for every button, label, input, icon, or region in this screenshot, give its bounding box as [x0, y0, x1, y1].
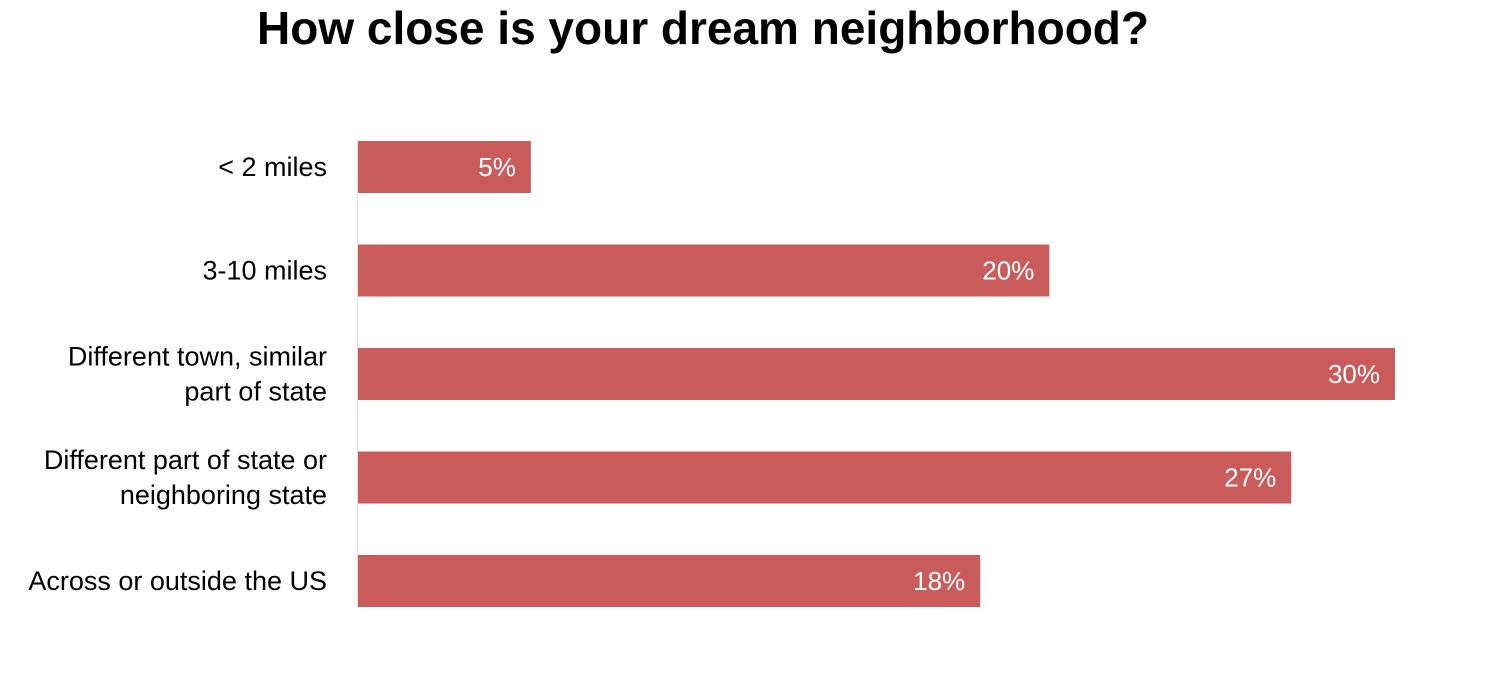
category-label: < 2 miles: [218, 152, 327, 182]
category-label: 3-10 miles: [202, 256, 327, 286]
bars-group: [358, 141, 1395, 607]
category-labels: < 2 miles 3-10 miles Different town, simil…: [28, 152, 327, 596]
category-label: Across or outside the US: [28, 566, 327, 596]
category-label: Different part of state or: [44, 445, 327, 475]
bar: [358, 555, 981, 607]
category-label: part of state: [184, 377, 327, 407]
category-label: neighboring state: [120, 480, 327, 510]
category-label: Different town, similar: [68, 342, 327, 372]
data-label: 30%: [1328, 359, 1380, 389]
value-labels: 5% 20% 30% 27% 18%: [478, 152, 1380, 596]
bar: [358, 244, 1050, 297]
data-label: 20%: [982, 256, 1034, 286]
bar: [358, 451, 1292, 504]
data-label: 18%: [913, 566, 965, 596]
bar: [358, 141, 531, 193]
bar: [358, 348, 1395, 400]
chart-title: How close is your dream neighborhood?: [257, 2, 1149, 54]
data-label: 27%: [1224, 463, 1276, 493]
data-label: 5%: [478, 152, 516, 182]
